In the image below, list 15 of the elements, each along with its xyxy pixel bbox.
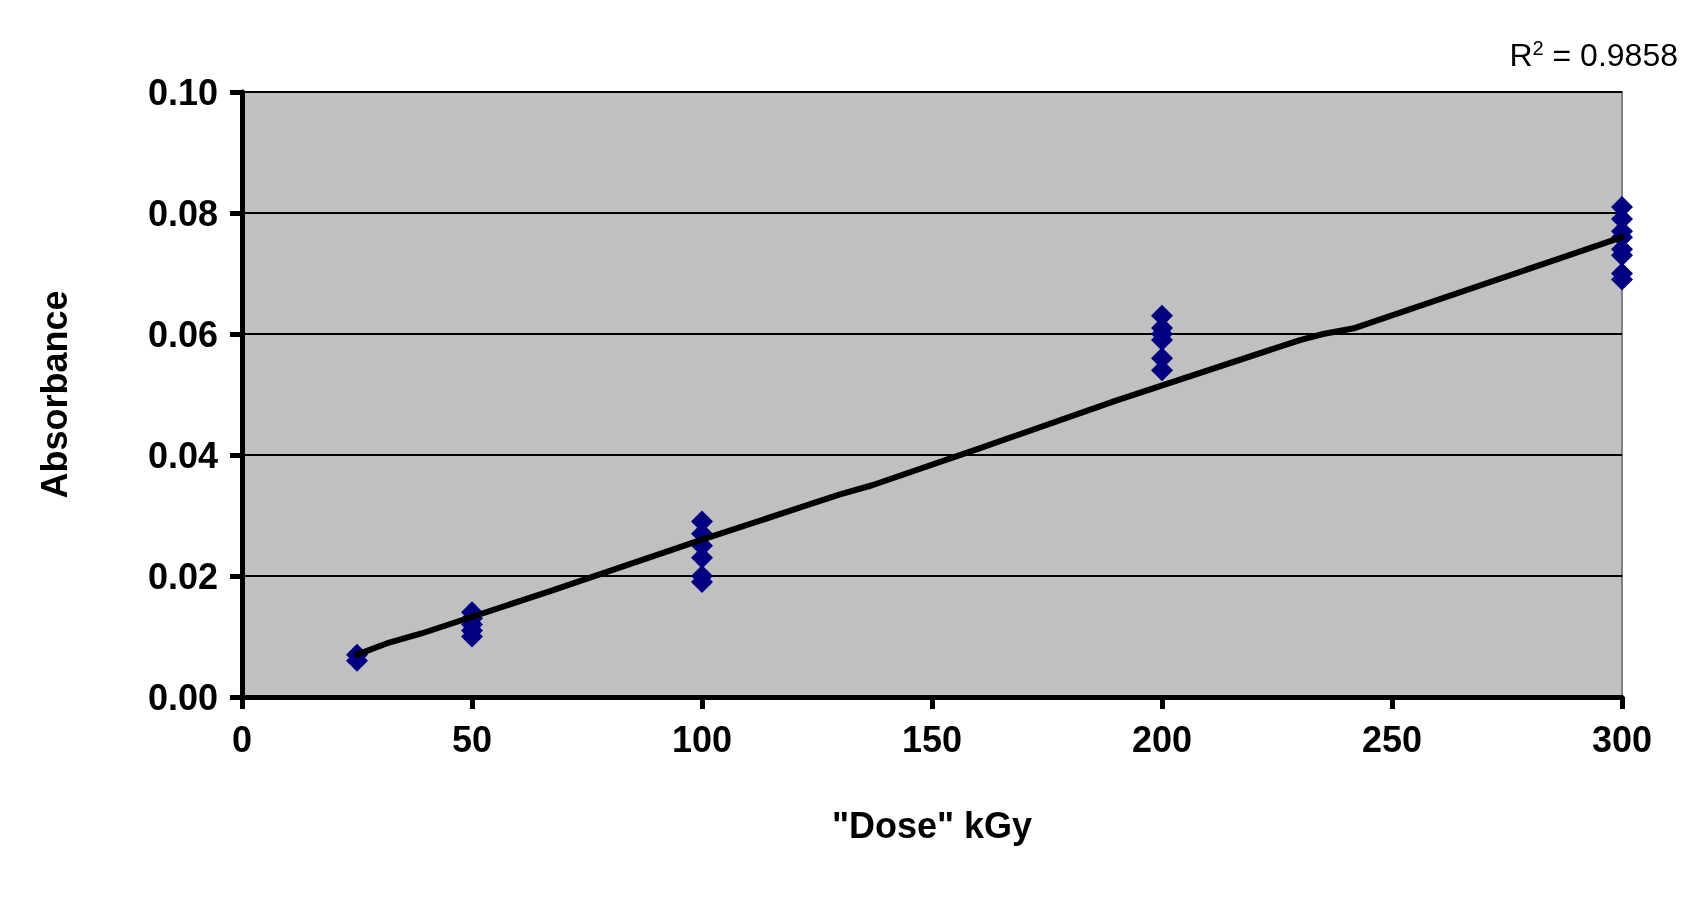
x-tick-label: 250 [1361, 718, 1423, 760]
x-tick-label: 100 [671, 718, 733, 760]
y-tick-label: 0.00 [147, 676, 218, 718]
y-tick-label: 0.02 [147, 555, 218, 597]
x-tick-label: 0 [231, 718, 253, 760]
x-tick-label: 200 [1131, 718, 1193, 760]
y-tick-label: 0.06 [147, 313, 218, 355]
x-tick-label: 50 [451, 718, 493, 760]
x-tick-label: 150 [901, 718, 963, 760]
x-tick-label: 300 [1591, 718, 1653, 760]
x-axis-title: "Dose" kGy [831, 804, 1033, 846]
y-tick-label: 0.04 [147, 434, 218, 476]
y-axis-title: Absorbance [33, 290, 75, 499]
y-tick-label: 0.10 [147, 71, 218, 113]
y-tick-label: 0.08 [147, 192, 218, 234]
